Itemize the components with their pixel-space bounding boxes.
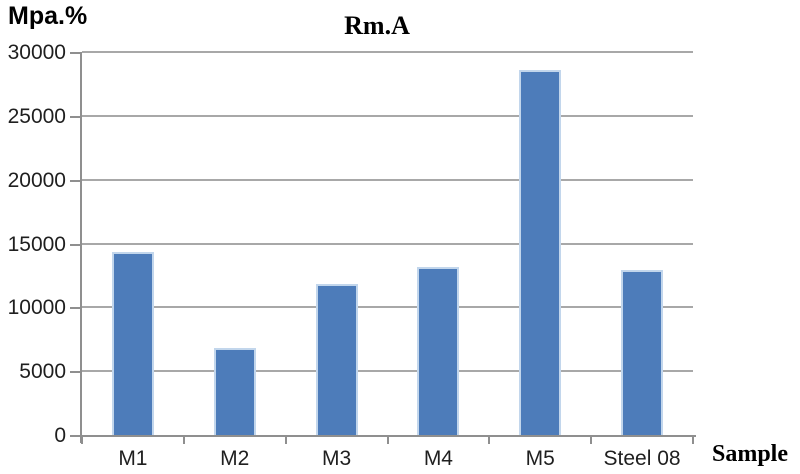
y-tick-label: 30000	[7, 41, 66, 64]
bar-m2	[213, 347, 256, 436]
y-tick-label: 20000	[7, 168, 66, 192]
x-category-label: M3	[321, 447, 352, 470]
x-tick-mark	[386, 436, 389, 444]
bar-m5	[519, 69, 562, 436]
y-tick-label: 15000	[7, 232, 66, 256]
gridline	[82, 242, 693, 245]
x-tick-mark	[182, 436, 185, 444]
y-tick-mark	[70, 371, 82, 374]
gridline	[82, 306, 693, 309]
bar-steel-08	[621, 270, 664, 436]
y-tick-mark	[70, 243, 82, 246]
y-tick-label: 25000	[7, 104, 66, 128]
x-category-label: Steel 08	[603, 447, 681, 470]
x-tick-mark	[284, 436, 287, 444]
gridline	[82, 114, 693, 117]
x-tick-mark	[488, 436, 491, 444]
plot-area	[82, 51, 693, 436]
x-category-label: M1	[118, 447, 148, 470]
y-axis-title: Mpa.%	[8, 2, 88, 30]
x-tick-mark	[81, 436, 83, 444]
x-category-label: M5	[525, 447, 555, 470]
x-tick-mark	[590, 436, 593, 444]
gridline	[82, 51, 693, 53]
y-tick-mark	[70, 179, 82, 182]
y-tick-label: 0	[54, 424, 66, 447]
x-axis-line	[72, 435, 696, 437]
x-category-label: M2	[220, 447, 250, 470]
gridline	[82, 370, 693, 373]
y-tick-mark	[70, 52, 82, 54]
bar-m1	[111, 252, 154, 436]
y-tick-mark	[70, 307, 82, 310]
y-tick-label: 5000	[19, 360, 66, 384]
y-axis-line	[80, 53, 82, 443]
x-axis-title: Sample	[711, 441, 788, 467]
bar-m3	[315, 284, 358, 436]
y-tick-mark	[70, 115, 82, 118]
gridline	[82, 178, 693, 181]
y-tick-mark	[70, 435, 82, 437]
x-tick-mark	[692, 436, 694, 444]
x-category-label: M4	[423, 447, 453, 470]
bar-m4	[417, 267, 460, 436]
y-tick-label: 10000	[7, 296, 66, 320]
chart-title: Rm.A	[344, 11, 410, 40]
